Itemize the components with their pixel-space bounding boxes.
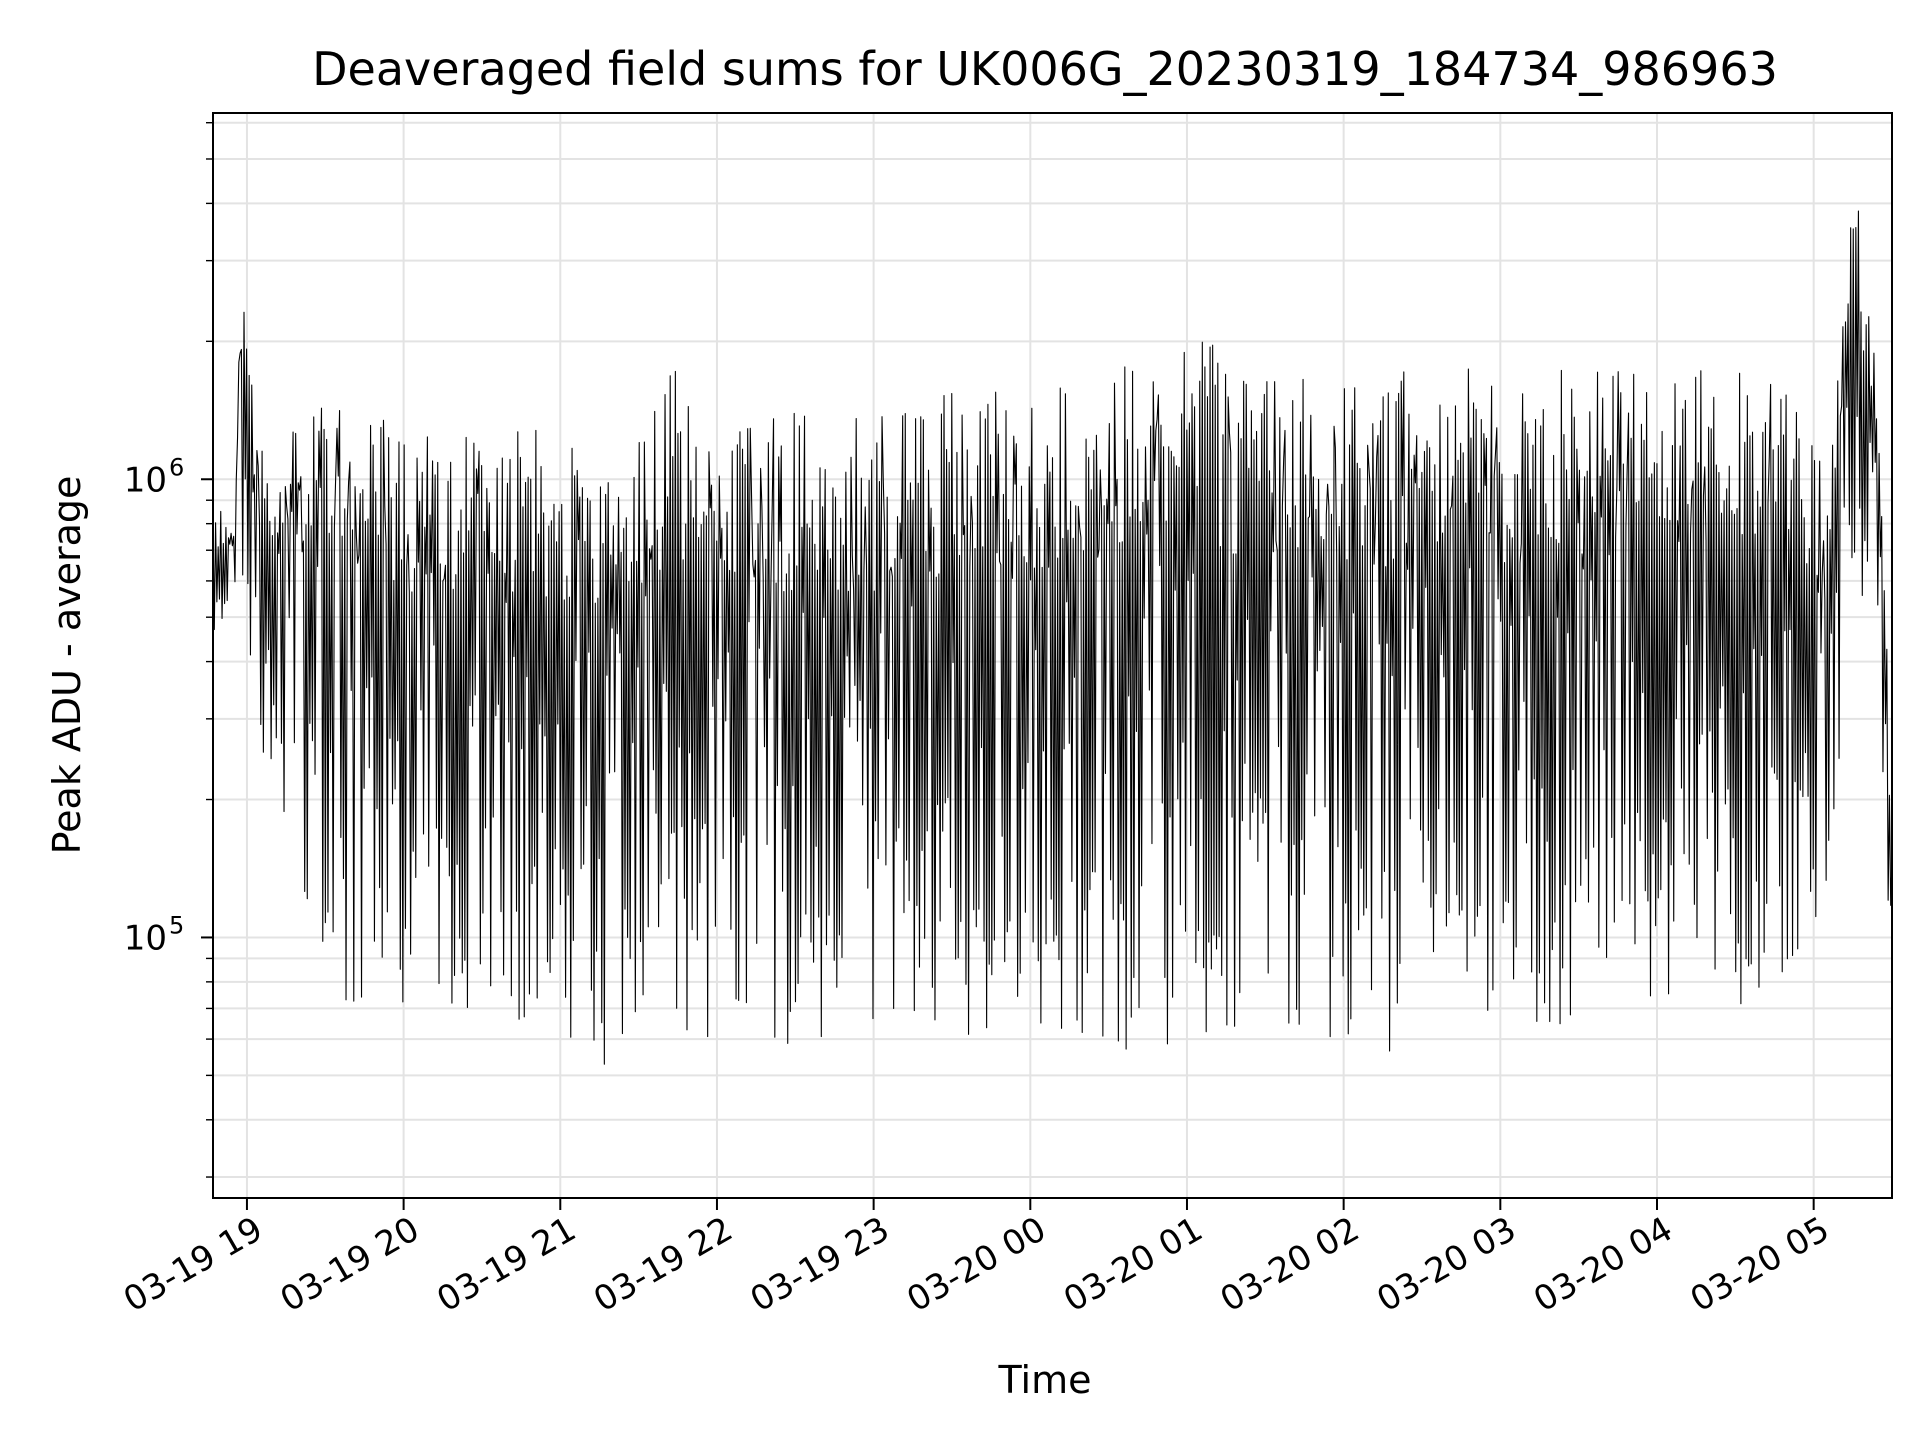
series-line — [212, 210, 1893, 1065]
y-tick-label-exponent: 6 — [169, 453, 184, 481]
series-layer — [212, 210, 1893, 1065]
x-axis-label: Time — [998, 1358, 1092, 1402]
plot-frame — [212, 112, 1893, 1199]
y-tick-label-base: 10 — [124, 460, 167, 500]
chart-title: Deaveraged field sums for UK006G_2023031… — [312, 42, 1778, 96]
y-tick-label-base: 10 — [124, 918, 167, 958]
y-tick-label-exponent: 5 — [169, 911, 184, 939]
y-axis-label: Peak ADU - average — [45, 476, 89, 855]
